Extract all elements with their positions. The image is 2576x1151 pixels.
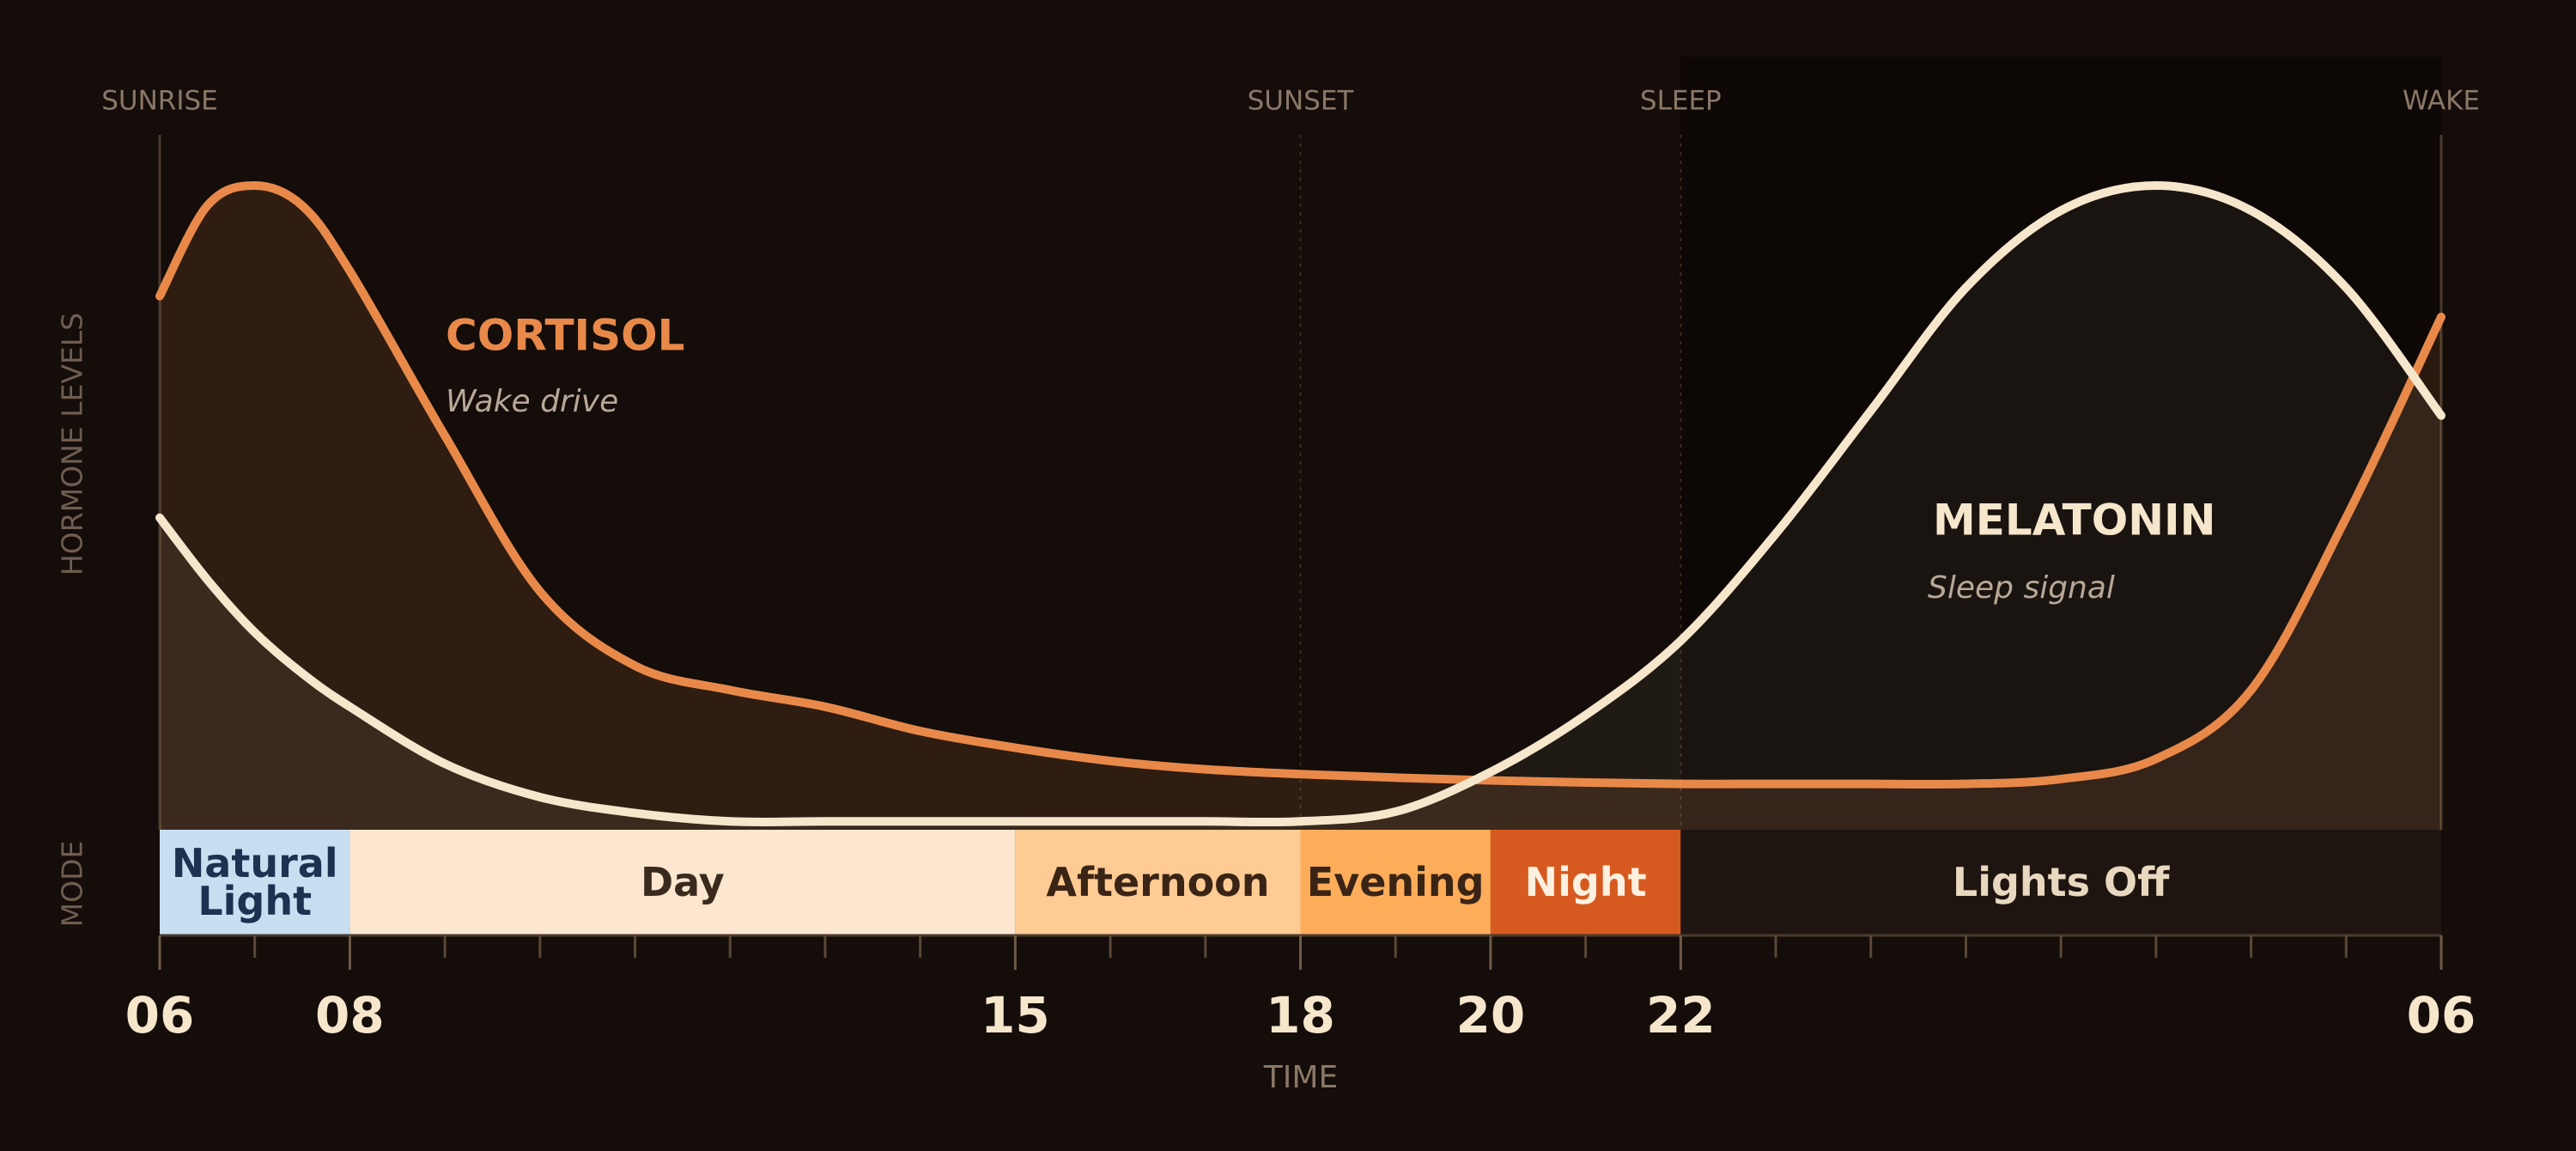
mode-label-box: Natural Light [171, 839, 338, 924]
series-label: CORTISOL [446, 311, 685, 361]
mode-label: Night [1524, 858, 1647, 905]
x-tick-label: 22 [1646, 986, 1716, 1044]
mode-axis-title: MODE [56, 841, 89, 928]
mode-label-box: Night [1524, 858, 1647, 905]
x-tick-label: 20 [1456, 986, 1526, 1044]
mode-segment [1300, 830, 1491, 935]
areas-layer [160, 186, 2441, 830]
background-layer [158, 57, 2443, 830]
area-fill [160, 186, 2441, 830]
line [155, 181, 2445, 789]
foreground-layer: SUNRISE SUNSET SLEEP WAKE Natural Light Day Af… [101, 86, 2480, 1045]
mode-segment [1015, 830, 1301, 935]
series-note: Wake drive [446, 384, 618, 419]
mode-label: Afternoon [1046, 858, 1270, 905]
y-axis-title: HORMONE LEVELS [56, 313, 89, 576]
series-label: MELATONIN [1933, 496, 2216, 545]
line [155, 181, 2445, 827]
area-fill [160, 186, 2441, 830]
x-tick-label: 08 [315, 986, 385, 1044]
marker-label: SUNRISE [101, 86, 218, 117]
marker-label: WAKE [2403, 86, 2480, 117]
x-tick-label: 06 [2407, 986, 2476, 1044]
mode-segment [160, 830, 350, 935]
series-note: Sleep signal [1928, 570, 2115, 606]
x-tick-label: 15 [981, 986, 1050, 1044]
x-axis-title: TIME [1263, 1060, 1338, 1095]
mode-label-box: Lights Off [1952, 858, 2170, 905]
x-tick-label: 18 [1266, 986, 1335, 1044]
x-tick-label: 06 [125, 986, 195, 1044]
mode-segment [1680, 830, 2441, 935]
mode-segment [1490, 830, 1681, 935]
mode-segment [349, 830, 1016, 935]
mode-label: Evening [1306, 858, 1485, 905]
mode-label-box: Afternoon [1046, 858, 1270, 905]
marker-label: SLEEP [1640, 86, 1722, 117]
mode-label-box: Day [640, 858, 725, 905]
lines-layer [155, 181, 2445, 827]
mode-label: Lights Off [1952, 858, 2170, 905]
mode-label: Natural Light [171, 839, 338, 924]
mode-label-box: Evening [1306, 858, 1485, 905]
mode-label: Day [640, 858, 725, 905]
marker-label: SUNSET [1248, 86, 1355, 117]
night-backdrop [1680, 57, 2441, 830]
